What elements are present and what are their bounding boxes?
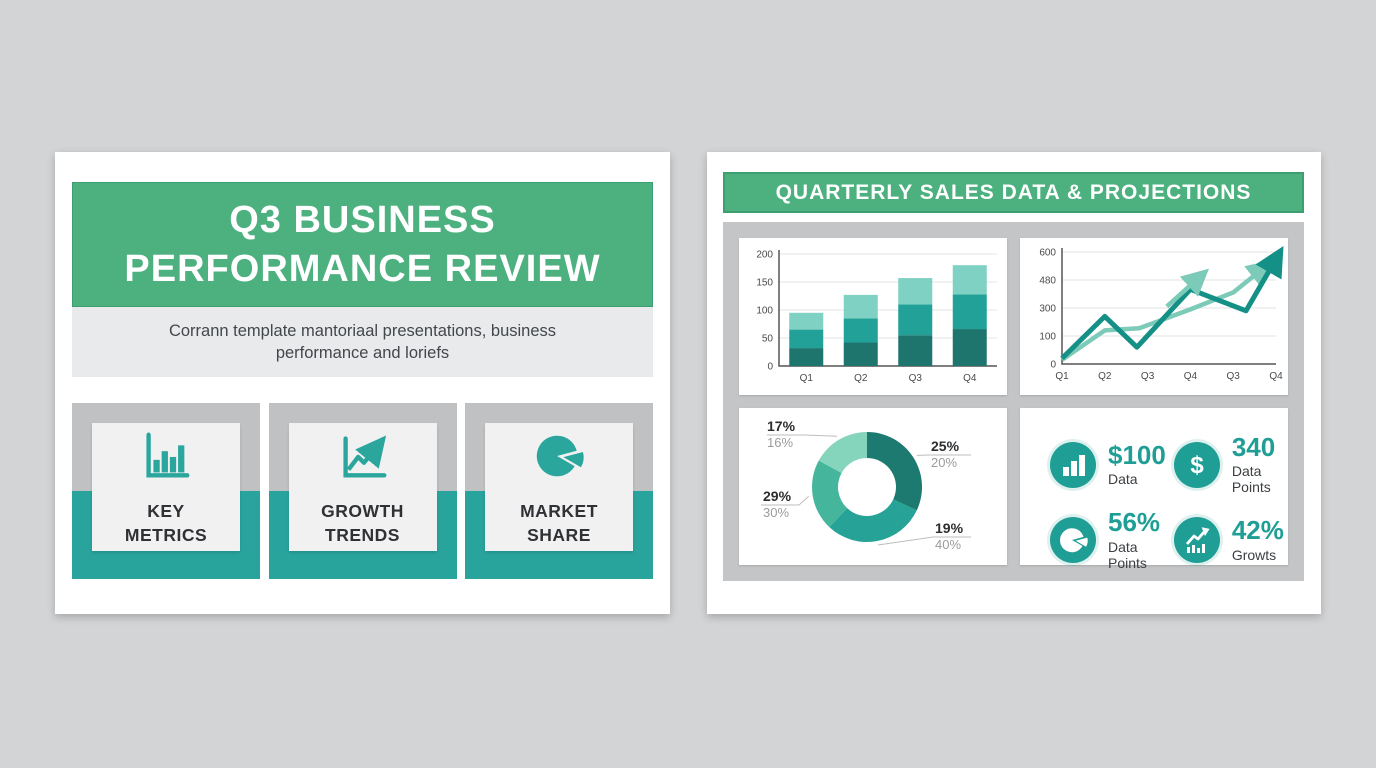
stacked-bar-chart-panel: 0 50 100 150 200 Q1 Q2 Q3 Q4: [739, 238, 1007, 395]
svg-text:Q2: Q2: [854, 373, 868, 384]
stat-value: $100: [1108, 440, 1166, 470]
dashboard-banner: QUARTERLY SALES DATA & PROJECTIONS: [723, 172, 1304, 213]
svg-text:Q4: Q4: [1184, 371, 1198, 382]
stacked-bar-chart: 0 50 100 150 200 Q1 Q2 Q3 Q4: [756, 250, 997, 384]
projection-line-chart: 0 100 300 480 600 Q1 Q2 Q3 Q4 Q3 Q4: [1039, 246, 1284, 382]
stat-item: $ 340 Data Points: [1173, 432, 1284, 496]
stat-value: 42%: [1231, 515, 1284, 546]
donut-callout: 17% 16%: [767, 418, 796, 451]
bar-chart-icon: [1050, 441, 1096, 488]
bar-chart-icon: [135, 427, 197, 490]
dashboard-title: QUARTERLY SALES DATA & PROJECTIONS: [775, 180, 1252, 204]
stat-item: $100 Data: [1050, 434, 1166, 495]
slide-dashboard[interactable]: QUARTERLY SALES DATA & PROJECTIONS 0 50 10…: [707, 152, 1321, 614]
donut-callout: 29% 30%: [763, 488, 792, 521]
svg-text:100: 100: [1039, 332, 1056, 343]
svg-text:600: 600: [1039, 248, 1056, 259]
svg-text:200: 200: [756, 250, 773, 261]
feature-label: GROWTH TRENDS: [321, 500, 404, 545]
stat-value: 340: [1231, 432, 1276, 462]
feature-label: MARKET SHARE: [520, 500, 598, 545]
svg-text:Q4: Q4: [1269, 371, 1283, 382]
stat-label: Data: [1108, 471, 1138, 488]
svg-text:0: 0: [767, 362, 773, 373]
line-chart-panel: 0 100 300 480 600 Q1 Q2 Q3 Q4 Q3 Q4: [1020, 238, 1288, 395]
svg-text:100: 100: [756, 306, 773, 317]
feature-label: KEY METRICS: [124, 500, 208, 545]
svg-text:Q2: Q2: [1098, 371, 1112, 382]
feature-box-growth-trends: GROWTH TRENDS: [268, 403, 457, 579]
stat-label: Data Points: [1231, 463, 1271, 496]
slide-title[interactable]: Q3 BUSINESS PERFORMANCE REVIEW Corrann t…: [55, 152, 670, 614]
stat-item: 56% Data Points: [1050, 507, 1166, 571]
svg-text:Q4: Q4: [963, 373, 977, 384]
line-chart-icon: [332, 427, 394, 490]
svg-text:50: 50: [762, 334, 774, 345]
svg-text:Q3: Q3: [1227, 371, 1241, 382]
svg-text:0: 0: [1050, 360, 1056, 371]
feature-box-market-share: MARKET SHARE: [465, 403, 653, 579]
donut-callout: 25% 20%: [931, 438, 960, 471]
svg-text:Q3: Q3: [1141, 371, 1155, 382]
pie-chart-icon: [1050, 516, 1096, 563]
dashboard-grid: 0 50 100 150 200 Q1 Q2 Q3 Q4 0 100 300 480 600 Q1 Q2 Q3…: [723, 222, 1304, 581]
stat-item: 42% Growts: [1173, 509, 1284, 570]
subtitle-strip: Corrann template mantoriaal presentation…: [72, 307, 653, 377]
stat-value: 56%: [1108, 507, 1161, 538]
dollar-icon: $: [1173, 441, 1220, 488]
slide-title-header: Q3 BUSINESS PERFORMANCE REVIEW: [72, 182, 653, 307]
donut-chart: [761, 432, 971, 546]
svg-text:Q1: Q1: [800, 373, 814, 384]
donut-callout: 19% 40%: [935, 520, 964, 553]
svg-text:150: 150: [756, 278, 773, 289]
slide-subtitle: Corrann template mantoriaal presentation…: [168, 321, 557, 362]
svg-text:Q1: Q1: [1055, 371, 1069, 382]
svg-text:$: $: [1190, 452, 1204, 479]
stat-label: Data Points: [1108, 538, 1147, 571]
feature-box-key-metrics: KEY METRICS: [72, 403, 260, 579]
pie-chart-icon: [528, 427, 590, 490]
trend-up-icon: [1173, 516, 1220, 563]
donut-chart-panel: 17% 16% 25% 20% 29% 30% 19% 40%: [739, 408, 1007, 565]
svg-text:300: 300: [1039, 304, 1056, 315]
page-title: Q3 BUSINESS PERFORMANCE REVIEW: [124, 199, 601, 290]
stat-label: Growts: [1231, 546, 1277, 563]
stats-panel: $100 Data $ 340 Data Points: [1020, 408, 1288, 571]
feature-boxes: KEY METRICS: [72, 403, 653, 579]
svg-text:480: 480: [1039, 276, 1056, 287]
svg-text:Q3: Q3: [909, 373, 923, 384]
